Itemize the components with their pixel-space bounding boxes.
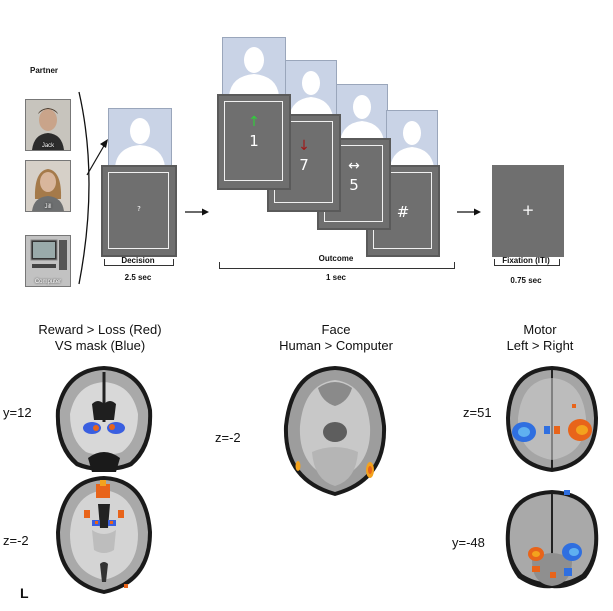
partner-heading: Partner (30, 66, 59, 75)
outcome-screen-1-number: 1 (249, 132, 259, 150)
brain-slice-coronal-motor (505, 490, 599, 589)
fixation-screen-text: + (521, 201, 535, 219)
decision-screen-text: ? (137, 205, 141, 213)
person-silhouette-icon (340, 95, 384, 141)
outcome-silhouette-2 (285, 60, 337, 118)
outcome-screen-2-arrow: ↓ (298, 138, 310, 154)
person-face-icon (32, 108, 64, 150)
outcome-screen-3-arrow: ↔ (348, 158, 360, 174)
arrow-right-icon (457, 208, 481, 216)
computer-icon (30, 239, 67, 270)
partner-caption-jill: Jill (44, 204, 52, 210)
outcome-screen-1-arrow: ↑ (248, 114, 260, 130)
brain-slice-axial (56, 476, 152, 594)
decision-label: Decision (121, 256, 155, 265)
person-silhouette-icon (115, 118, 165, 167)
partner-photo-computer: Computer (25, 235, 71, 287)
brain-slice-coronal (55, 366, 153, 472)
partner-bracket (78, 91, 108, 285)
person-silhouette-icon (289, 71, 333, 117)
outcome-screen-4-number: # (396, 203, 410, 221)
fixation-bracket (494, 259, 560, 266)
outcome-bracket (219, 262, 455, 269)
brain-slice-axial-face (283, 366, 387, 496)
person-silhouette-icon (390, 121, 434, 167)
decision-screen: ? (101, 165, 177, 257)
fixation-label: Fixation (ITI) (502, 256, 550, 265)
partner-photo-jill: Jill (25, 160, 71, 212)
fixation-duration: 0.75 sec (510, 276, 542, 285)
outcome-screen-1: ↑ 1 (217, 94, 291, 190)
outcome-silhouette-1 (222, 37, 286, 97)
panel-1-title: Reward > Loss (Red) VS mask (Blue) (38, 322, 162, 353)
panel-1-coord-a: y=12 (3, 405, 32, 420)
person-silhouette-icon (229, 47, 279, 96)
outcome-screen-3-number: 5 (349, 176, 359, 194)
fixation-screen: + (492, 165, 564, 257)
panel-3-title: Motor Left > Right (506, 322, 574, 353)
panel-2-coord: z=-2 (215, 430, 241, 445)
outcome-duration: 1 sec (325, 273, 347, 282)
partner-caption-jack: Jack (41, 143, 55, 149)
decision-bracket (104, 259, 174, 266)
outcome-silhouette-4 (386, 110, 438, 168)
partner-photo-jack: Jack (25, 99, 71, 151)
partner-caption-computer: Computer (34, 279, 62, 285)
panel-1-coord-b: z=-2 (3, 533, 29, 548)
outcome-silhouette-3 (336, 84, 388, 142)
panel-3-coord-a: z=51 (463, 405, 492, 420)
decision-silhouette (108, 108, 172, 168)
arrow-right-icon (185, 208, 209, 216)
left-hemisphere-label: L (20, 585, 29, 601)
decision-duration: 2.5 sec (124, 273, 152, 282)
panel-3-coord-b: y=-48 (452, 535, 485, 550)
brain-slice-axial-motor (506, 366, 598, 472)
person-face-icon (32, 169, 64, 211)
outcome-label: Outcome (318, 254, 354, 263)
outcome-screen-2-number: 7 (299, 156, 309, 174)
panel-2-title: Face Human > Computer (279, 322, 393, 353)
